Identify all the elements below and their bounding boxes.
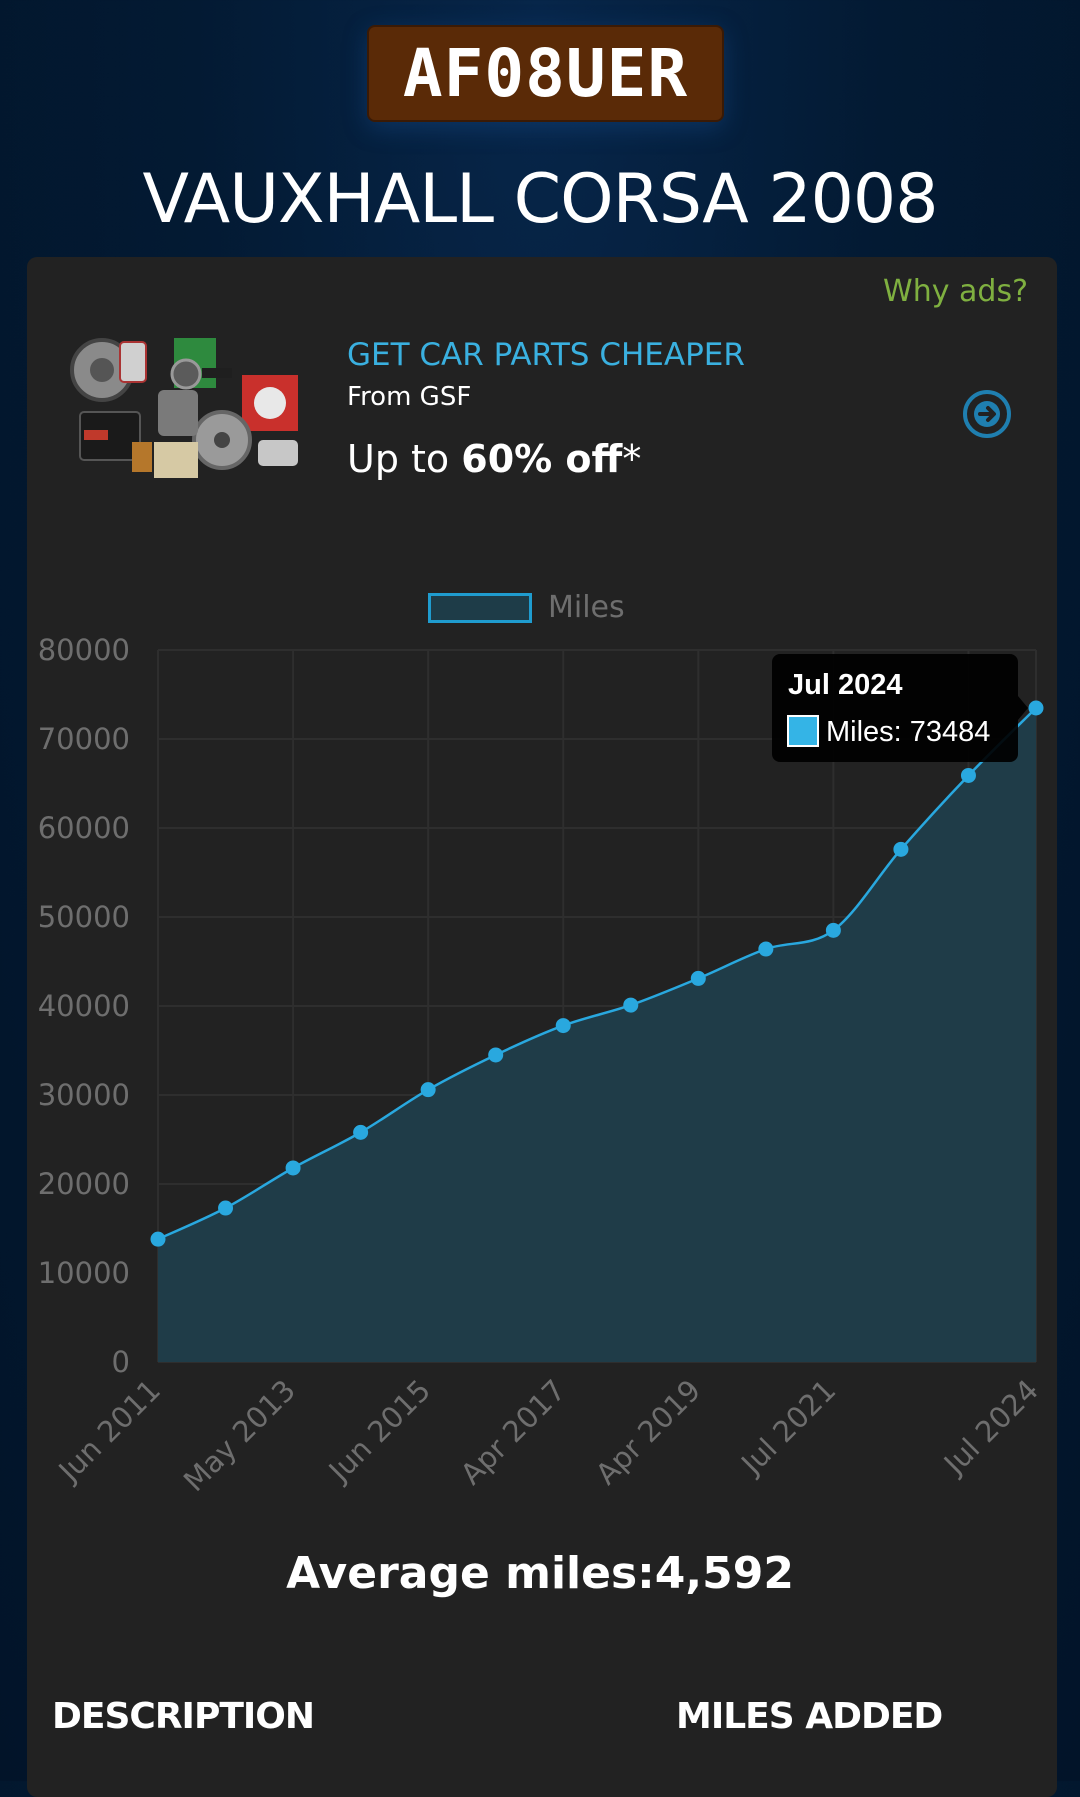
- y-tick-label: 70000: [38, 722, 130, 756]
- data-point[interactable]: [690, 970, 706, 986]
- x-tick-label: Jul 2021: [733, 1373, 842, 1482]
- x-tick-label: Jun 2015: [321, 1373, 437, 1489]
- registration-plate: AF08UER: [367, 25, 724, 122]
- ad-subline: From GSF: [347, 382, 472, 412]
- column-header-description: DESCRIPTION: [52, 1696, 315, 1737]
- x-tick-label: May 2013: [177, 1373, 302, 1498]
- data-point[interactable]: [420, 1082, 436, 1098]
- mileage-chart[interactable]: 80000 70000 60000 50000 40000 30000 20000 10000…: [0, 620, 1080, 1520]
- average-miles: Average miles:4,592: [286, 1548, 794, 1599]
- y-tick-label: 20000: [38, 1167, 130, 1201]
- vehicle-title: VAUXHALL CORSA 2008: [142, 160, 939, 239]
- data-point[interactable]: [960, 767, 976, 783]
- x-tick-label: Apr 2017: [454, 1373, 572, 1491]
- tooltip-swatch: [787, 714, 819, 747]
- data-point[interactable]: [150, 1231, 166, 1247]
- data-point[interactable]: [555, 1018, 571, 1034]
- y-tick-label: 50000: [38, 900, 130, 934]
- ad-offer-bold: 60% off: [461, 437, 623, 481]
- tooltip-title: Jul 2024: [788, 669, 902, 701]
- miles-area: [158, 707, 1036, 1362]
- data-point[interactable]: [623, 997, 639, 1013]
- y-tick-label: 80000: [38, 633, 130, 667]
- y-tick-label: 0: [112, 1345, 130, 1379]
- data-point[interactable]: [218, 1200, 234, 1216]
- data-point[interactable]: [488, 1047, 504, 1063]
- x-tick-label: Apr 2019: [589, 1373, 707, 1491]
- ad-offer-prefix: Up to: [347, 437, 462, 481]
- tooltip-label: Miles: 73484: [826, 716, 990, 748]
- chart-legend[interactable]: Miles: [428, 590, 625, 625]
- data-point[interactable]: [353, 1124, 369, 1140]
- data-point[interactable]: [758, 941, 774, 957]
- arrow-right-circle-icon[interactable]: [962, 389, 1012, 439]
- column-header-miles-added: MILES ADDED: [676, 1696, 943, 1737]
- why-ads-link[interactable]: Why ads?: [883, 274, 1028, 309]
- ad-offer: Up to 60% off*: [347, 437, 641, 481]
- y-tick-label: 60000: [38, 811, 130, 845]
- legend-label: Miles: [548, 590, 625, 625]
- tooltip-caret: [1018, 695, 1028, 720]
- data-point[interactable]: [1028, 700, 1044, 716]
- data-point[interactable]: [893, 841, 909, 857]
- y-tick-label: 10000: [38, 1256, 130, 1290]
- legend-swatch: [428, 592, 532, 623]
- x-tick-label: Jul 2024: [936, 1373, 1045, 1482]
- ad-offer-suffix: *: [622, 437, 642, 481]
- data-point[interactable]: [285, 1160, 301, 1176]
- y-tick-label: 40000: [38, 989, 130, 1023]
- tooltip-box: [772, 653, 1018, 762]
- ad-headline[interactable]: GET CAR PARTS CHEAPER: [347, 337, 745, 373]
- x-tick-label: Jun 2011: [51, 1373, 167, 1489]
- data-point[interactable]: [825, 922, 841, 938]
- y-tick-label: 30000: [38, 1078, 130, 1112]
- car-parts-image[interactable]: [62, 330, 308, 490]
